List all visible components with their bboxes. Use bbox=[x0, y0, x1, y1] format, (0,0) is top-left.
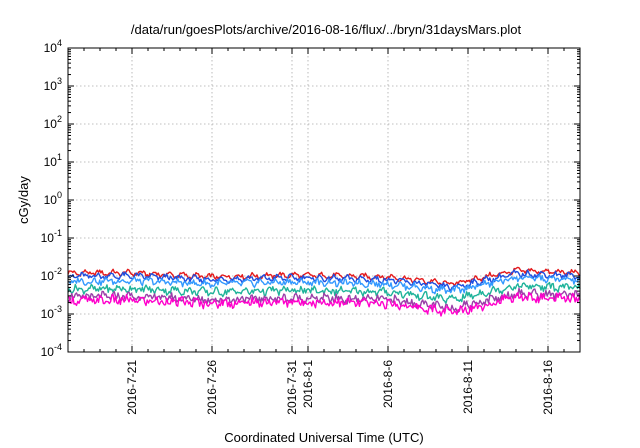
series-layer bbox=[67, 266, 581, 317]
chart-title: /data/run/goesPlots/archive/2016-08-16/f… bbox=[131, 22, 522, 37]
y-tick-label: 104 bbox=[44, 38, 62, 55]
series-line-5 bbox=[67, 287, 581, 313]
x-tick-label: 2016-7-31 bbox=[285, 360, 299, 415]
y-tick-label: 10-2 bbox=[41, 266, 62, 283]
x-tick-label: 2016-7-21 bbox=[125, 360, 139, 415]
x-tick-label: 2016-8-1 bbox=[301, 360, 315, 408]
y-tick-label: 101 bbox=[44, 152, 62, 169]
y-tick-label: 10-3 bbox=[41, 304, 62, 321]
y-tick-label: 10-1 bbox=[41, 228, 62, 245]
y-axis: 10-4 10-3 10-2 10-1 100 101 102 103 104 bbox=[41, 38, 580, 359]
x-tick-label: 2016-8-11 bbox=[461, 360, 475, 414]
series-line-2 bbox=[67, 269, 581, 291]
x-axis-label: Coordinated Universal Time (UTC) bbox=[224, 430, 423, 445]
y-axis-label: cGy/day bbox=[16, 176, 31, 224]
x-axis: 2016-7-21 2016-7-26 2016-7-31 2016-8-1 2016-… bbox=[67, 48, 581, 415]
x-tick-label: 2016-7-26 bbox=[205, 360, 219, 415]
x-tick-label: 2016-8-16 bbox=[541, 360, 555, 415]
grid bbox=[68, 48, 580, 352]
y-tick-label: 100 bbox=[44, 190, 62, 207]
x-tick-label: 2016-8-6 bbox=[381, 360, 395, 408]
y-tick-label: 10-4 bbox=[41, 342, 62, 359]
series-line-6 bbox=[67, 291, 581, 317]
y-tick-label: 102 bbox=[44, 114, 62, 131]
y-tick-label: 103 bbox=[44, 76, 62, 93]
series-line-3 bbox=[67, 274, 581, 295]
series-line-1 bbox=[67, 266, 581, 287]
